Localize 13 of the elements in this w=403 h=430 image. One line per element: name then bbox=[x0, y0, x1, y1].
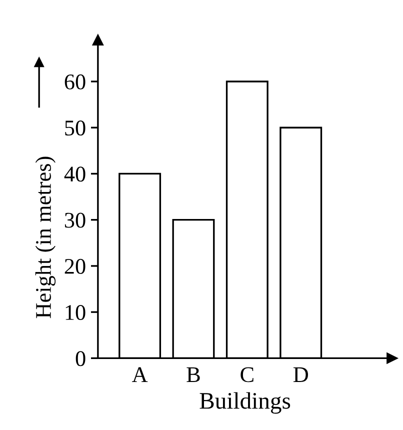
y-tick-label: 0 bbox=[76, 351, 86, 366]
x-tick-label: B bbox=[186, 367, 200, 382]
y-tick-label: 10 bbox=[66, 305, 86, 320]
x-tick-label: D bbox=[293, 367, 308, 382]
y-tick-label: 20 bbox=[64, 258, 86, 274]
y-tick-label: 50 bbox=[65, 120, 86, 136]
y-tick-label: 60 bbox=[64, 74, 86, 90]
y-tick-label: 40 bbox=[64, 166, 86, 182]
x-tick-label: A bbox=[132, 367, 148, 382]
x-axis-title: Buildings bbox=[200, 392, 290, 414]
y-axis-title: Height (in metres) bbox=[35, 156, 56, 318]
y-tick-label: 30 bbox=[64, 212, 86, 228]
x-tick-label: C bbox=[240, 367, 254, 382]
